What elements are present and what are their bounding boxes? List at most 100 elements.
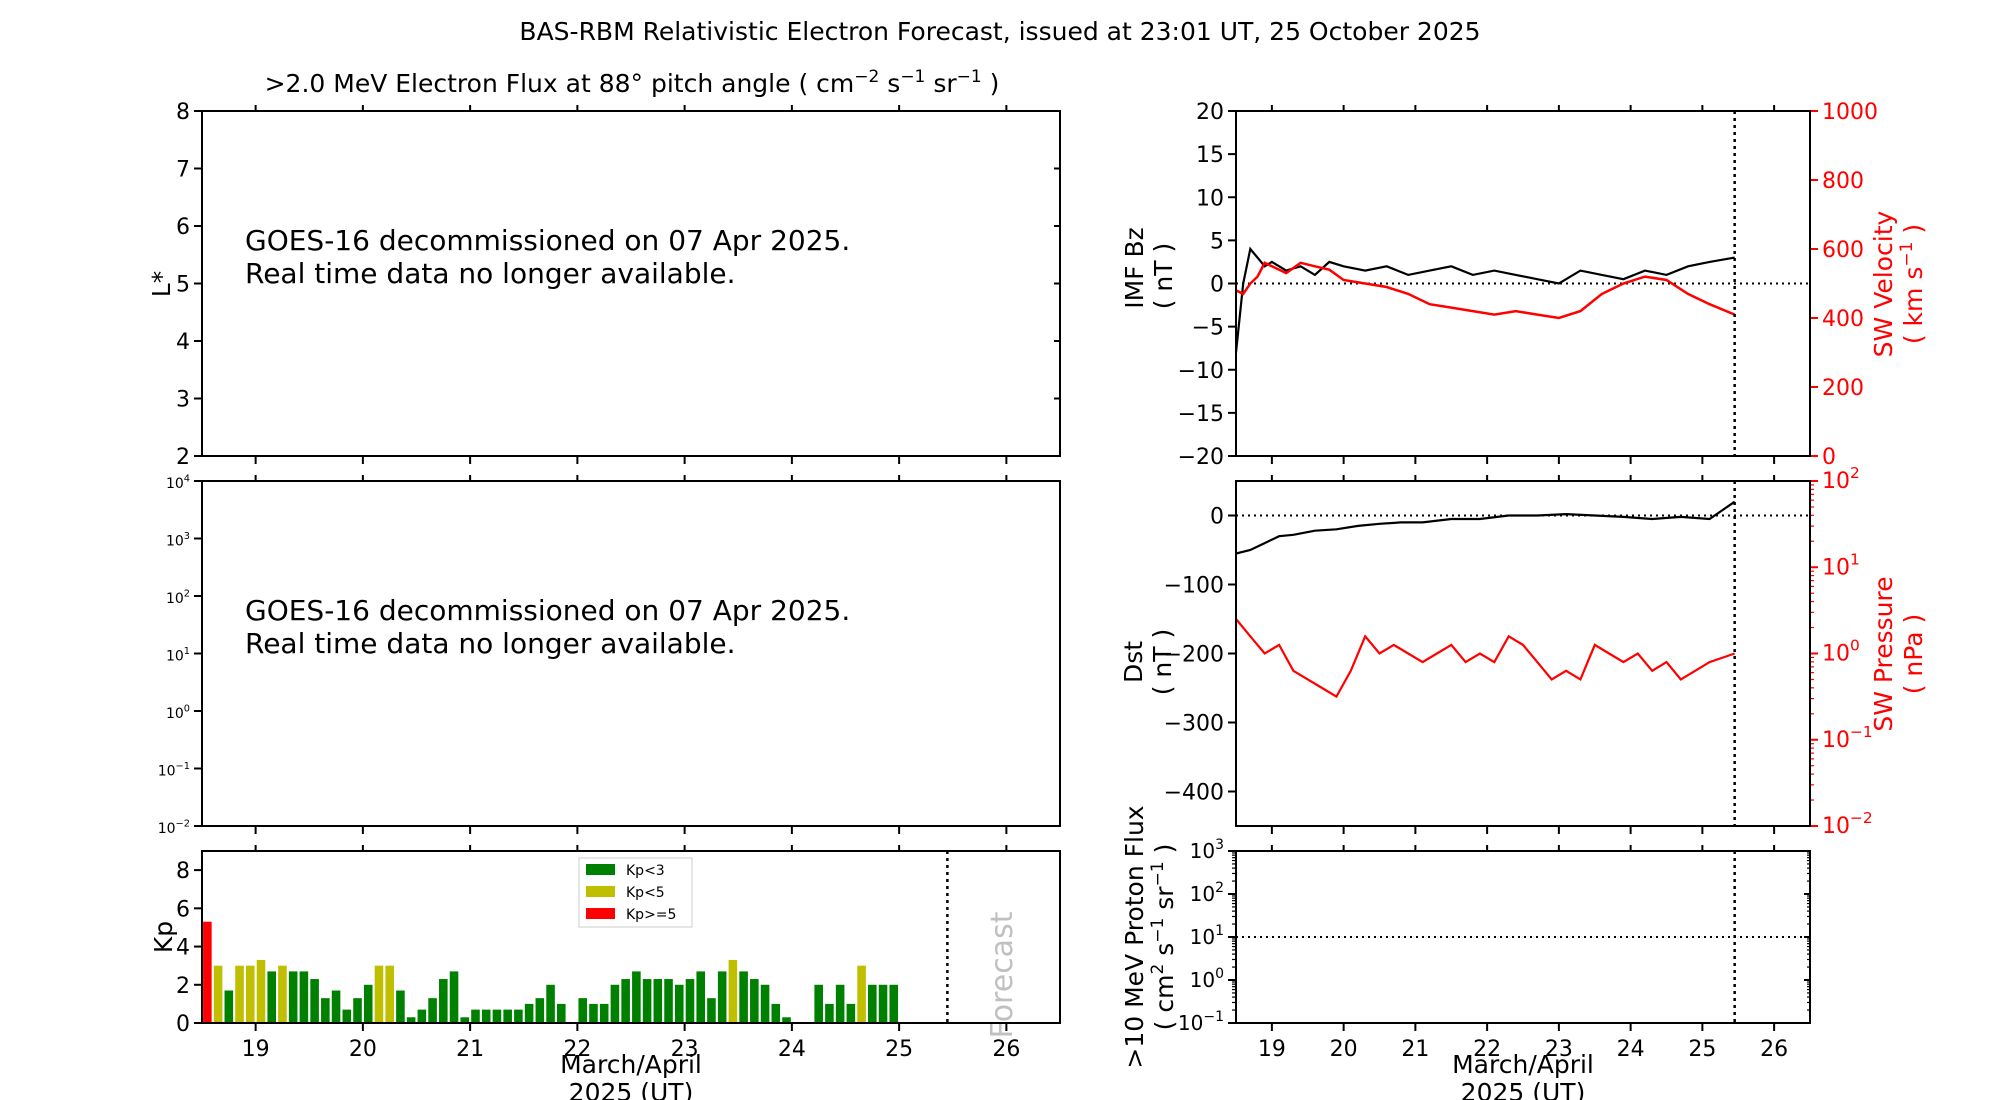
proton-xtick-label: 21 (1401, 1037, 1429, 1062)
dst-tick-label: 0 (1210, 505, 1224, 530)
kp-bar (825, 1003, 834, 1023)
flux-axes-frame (201, 480, 1061, 827)
kp-bar (524, 1003, 534, 1023)
kp-tick-label: 6 (176, 897, 190, 922)
flux-panel: 10−2 10−1 100 101 102 103 104 GOES-16 decommis… (158, 474, 1061, 837)
kp-legend-label-low: Kp<3 (626, 863, 665, 879)
right-xlabel-line1: March/April (1452, 1050, 1594, 1079)
kp-xtick-label: 20 (349, 1037, 377, 1062)
left-xlabel-line1: March/April (560, 1050, 702, 1079)
kp-bar (428, 998, 437, 1023)
sw-pressure-tick-label: 101 (1822, 550, 1860, 580)
kp-bar (503, 1009, 512, 1023)
imf-tick-label: 0 (1210, 273, 1224, 298)
kp-bar (353, 998, 362, 1023)
imf-tick-label: 15 (1196, 143, 1224, 168)
kp-legend-swatch-low (586, 864, 615, 875)
dst-axes-frame (1235, 480, 1811, 827)
kp-xtick-label: 26 (992, 1037, 1020, 1062)
kp-bar (771, 1003, 781, 1023)
kp-bar (363, 984, 373, 1023)
sw-velocity-series (1236, 261, 1736, 320)
kp-legend: Kp<3 Kp<5 Kp>=5 (578, 857, 693, 928)
lstar-tick-label: 6 (176, 215, 190, 240)
sw-velocity-tick-label: 200 (1822, 376, 1864, 401)
kp-bar (717, 971, 727, 1023)
sw-velocity-tick-label: 1000 (1822, 100, 1878, 125)
kp-bar (396, 990, 405, 1023)
flux-tick-label: 101 (166, 646, 190, 664)
kp-legend-label-mid: Kp<5 (626, 885, 665, 901)
kp-bar (385, 965, 394, 1023)
imf-tick-label: −5 (1192, 316, 1224, 341)
flux-notice-line1: GOES-16 decommissioned on 07 Apr 2025. (245, 594, 850, 627)
proton-xtick-label: 19 (1258, 1037, 1286, 1062)
kp-bar (632, 971, 641, 1023)
lstar-title: >2.0 MeV Electron Flux at 88° pitch angl… (265, 67, 1000, 98)
lstar-notice-line1: GOES-16 decommissioned on 07 Apr 2025. (245, 224, 850, 257)
kp-bar (578, 998, 588, 1023)
kp-bar (374, 965, 384, 1023)
dst-tick-label: −200 (1164, 643, 1224, 668)
kp-tick-label: 8 (176, 859, 190, 884)
proton-xtick-label: 20 (1330, 1037, 1358, 1062)
proton-xtick-label: 26 (1760, 1037, 1788, 1062)
lstar-tick-label: 2 (176, 445, 190, 470)
flux-tick-label: 100 (166, 704, 190, 722)
flux-tick-label: 102 (166, 589, 190, 607)
kp-bar (299, 971, 309, 1023)
kp-bar (696, 971, 706, 1023)
dst-ylabel-line2: ( nT ) (1148, 629, 1177, 696)
proton-xtick-label: 24 (1617, 1037, 1645, 1062)
kp-bar (889, 984, 899, 1023)
kp-bar (417, 1009, 427, 1023)
dst-series (1236, 500, 1736, 555)
kp-bar (674, 984, 684, 1023)
kp-bar (589, 1003, 598, 1023)
imf-bz-series (1236, 246, 1735, 353)
proton-xtick-label: 25 (1688, 1037, 1716, 1062)
proton-tick-label: 10−1 (1178, 1009, 1224, 1035)
kp-bar (203, 921, 212, 1023)
kp-bar (449, 971, 459, 1023)
dst-tick-label: −400 (1164, 781, 1224, 806)
flux-tick-label: 10−2 (158, 819, 190, 837)
kp-bar (256, 959, 266, 1023)
kp-forecast-label: Forecast (985, 911, 1020, 1038)
imf-axes-frame (1235, 110, 1811, 457)
kp-bar (439, 979, 448, 1023)
sw-velocity-tick-label: 800 (1822, 169, 1864, 194)
kp-bar (707, 998, 716, 1023)
sw-pressure-tick-label: 102 (1822, 464, 1860, 494)
lstar-axes-frame (201, 110, 1061, 457)
imf-tick-label: −20 (1178, 445, 1224, 470)
proton-axes-frame (1235, 850, 1811, 1024)
kp-bar (481, 1009, 491, 1023)
kp-bar (310, 979, 319, 1023)
sw-velocity-ylabel-line1: SW Velocity (1869, 210, 1898, 357)
proton-tick-label: 101 (1190, 923, 1224, 949)
proton-xtick-label: 22 (1473, 1037, 1501, 1062)
sw-velocity-tick-label: 600 (1822, 238, 1864, 263)
kp-bar (750, 979, 759, 1023)
kp-bar (664, 979, 673, 1023)
kp-tick-label: 0 (176, 1012, 190, 1037)
flux-tick-label: 103 (166, 531, 190, 549)
kp-bar (685, 979, 695, 1023)
kp-tick-label: 2 (176, 974, 190, 999)
left-xlabel-line2: 2025 (UT) (569, 1078, 694, 1100)
proton-tick-label: 102 (1190, 880, 1224, 906)
kp-xtick-label: 21 (456, 1037, 484, 1062)
proton-xtick-label: 23 (1545, 1037, 1573, 1062)
kp-bar (235, 965, 244, 1023)
lstar-notice-line2: Real time data no longer available. (245, 257, 736, 290)
proton-ylabel-line2: ( cm2 s−1 sr−1 ) (1148, 844, 1179, 1031)
kp-bar (535, 998, 545, 1023)
kp-ylabel: Kp (149, 921, 178, 953)
kp-bar (835, 984, 845, 1023)
lstar-tick-label: 5 (176, 273, 190, 298)
kp-xtick-label: 25 (885, 1037, 913, 1062)
proton-ylabel-line1: >10 MeV Proton Flux (1120, 805, 1149, 1068)
